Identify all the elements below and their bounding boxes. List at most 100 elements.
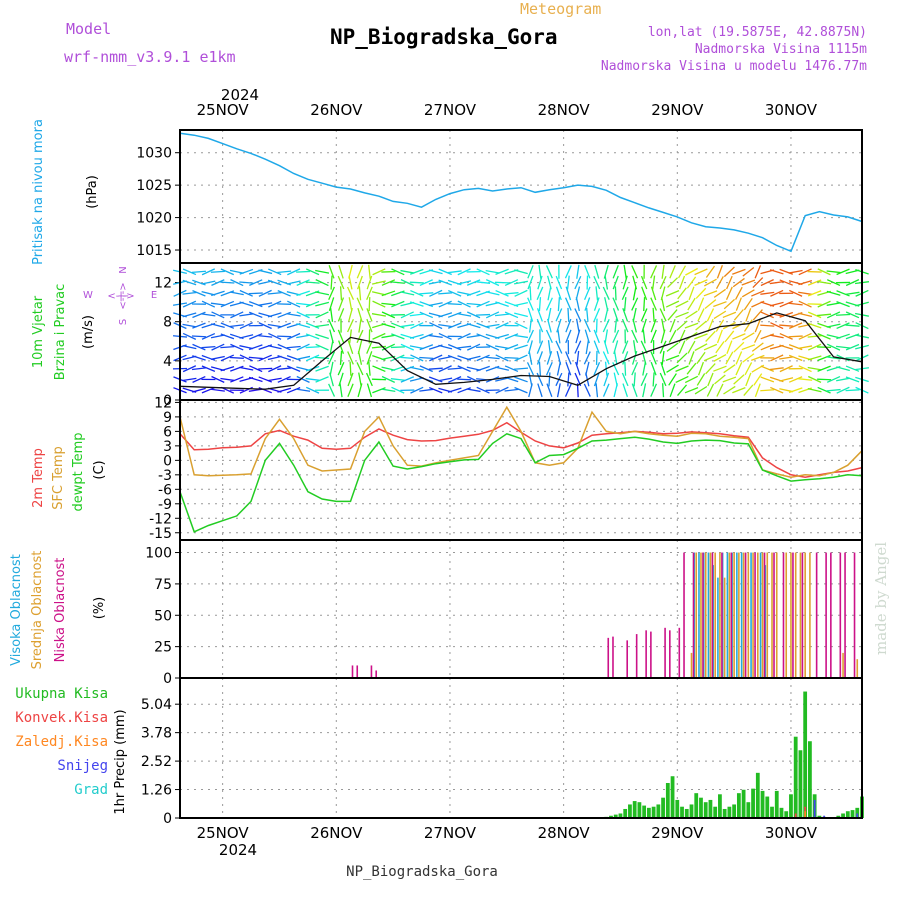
wind-arrow [339,286,343,301]
wind-arrow [650,329,657,344]
wind-arrow [457,345,472,349]
wind-arrow [703,354,718,362]
wind-arrow [277,367,292,371]
wind-arrow [817,333,831,340]
wind-arrow [248,292,263,295]
wind-arrow [248,376,263,383]
wind-arrow [277,311,291,319]
wind-arrow [211,279,225,286]
wind-arrow [400,311,414,319]
wind-arrow [296,323,311,329]
wind-arrow [409,345,424,350]
wind-speed-line [179,312,863,390]
wind-arrow [495,289,509,297]
wind-arrow [675,311,689,319]
wind-arrow [845,365,860,372]
wind-arrow [381,302,396,306]
wind-arrow [713,310,727,320]
wind-arrow [770,289,784,297]
wind-arrow [249,279,263,286]
wind-arrow [612,275,619,290]
wind-arrow [192,290,206,297]
wind-arrow [347,351,354,365]
wind-arrow [567,372,570,387]
wind-arrow [798,365,812,373]
wind-arrow [622,383,629,398]
wind-arrow [808,375,822,383]
wind-arrow [650,265,658,279]
wind-arrow [286,313,301,317]
wind-arrow [612,329,620,344]
wind-arrow [368,297,371,312]
wind-arrow [836,301,850,308]
wind-arrow [485,356,500,360]
wind-arrow [661,318,666,333]
wind-arrow [504,365,519,373]
wind-arrow [192,322,206,329]
wind-arrow [248,356,263,360]
wind-arrow [556,318,562,333]
wind-arrow [807,343,822,351]
wind-arrow [210,355,225,360]
wind-arrow [192,387,206,393]
total-precip-bar [632,801,637,818]
wind-arrow [348,264,353,279]
wind-arrow [732,268,746,275]
wind-panel: 10m Vjetar Brzina i Pravac (m/s) N E S W… [31,262,870,409]
wind-arrow [305,386,320,394]
wind-arrow [612,308,619,322]
wind-arrow [328,297,335,311]
wind-arrow [419,356,434,359]
wind-arrow [593,297,600,311]
wind-arrow [438,268,452,276]
wind-arrow [419,292,434,295]
wind-arrow [210,302,225,306]
temp-tick-label: 0 [163,453,172,469]
wind-arrow [722,311,737,319]
wind-arrow [239,289,253,297]
wind-arrow [732,387,746,394]
wind-arrow [391,268,405,276]
total-precip-bar [817,815,822,818]
total-precip-bar [845,811,850,818]
wind-arrow [632,286,637,301]
wind-arrow [735,351,743,365]
wind-arrow [419,333,434,340]
total-precip-bar [694,793,699,818]
wind-arrow [258,367,273,370]
total-precip-bar [718,794,722,818]
wind-arrow [845,343,860,351]
wind-arrow [779,356,794,360]
total-precip-bar [680,806,684,818]
wind-arrow [201,332,216,340]
wind-arrow [305,377,320,381]
wind-arrow [694,343,708,352]
wind-arrow [716,383,724,397]
wind-arrow [684,322,699,329]
wind-arrow [220,268,235,276]
wind-arrow [372,300,386,308]
wind-arrow [400,269,415,274]
wind-arrow [296,302,311,306]
wind-arrow [817,378,832,381]
wind-tick-label: 8 [163,315,172,331]
wind-arrow [779,332,793,340]
wind-arrow [368,264,371,279]
total-precip-bar [741,789,746,818]
wind-arrow [349,361,352,376]
wind-arrow [713,354,727,362]
wind-arrow [723,364,736,374]
wind-arrow [381,290,396,297]
wind-arrow [687,340,696,354]
total-precip-bar [841,813,845,818]
wind-arrow [371,345,386,349]
wind-arrow [230,343,244,351]
wind-arrow [632,307,637,322]
precip-plot: 0 1.26 2.52 3.78 5.04 [141,677,864,827]
wind-arrow [584,329,590,344]
total-precip-bar [675,799,680,818]
wind-arrow [201,365,216,372]
wind-arrow [575,318,580,333]
wind-arrow [267,377,282,382]
wind-arrow [538,361,542,376]
